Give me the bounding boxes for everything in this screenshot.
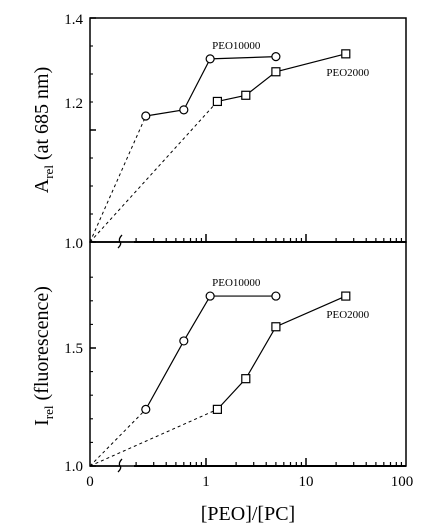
bottom-series-peo10000-point-0 <box>141 404 151 414</box>
bottom-ytick-label-1: 1.5 <box>64 341 83 357</box>
xtick-label-2: 10 <box>299 474 314 490</box>
bottom-series-peo2000-line <box>216 295 347 410</box>
top-series-peo10000-point-0 <box>141 111 151 121</box>
xtick-label-0: 0 <box>86 474 94 490</box>
bottom-ylabel-main: I <box>31 419 53 426</box>
bottom-series-peo10000-point-1 <box>179 336 189 346</box>
bottom-series-peo2000-point-2 <box>271 322 281 332</box>
xtick-label-3: 100 <box>391 474 414 490</box>
top-series-peo2000-label: PEO2000 <box>326 67 369 79</box>
top-ytick-label-2: 1.4 <box>64 12 83 28</box>
top-axis-break-mark <box>117 234 123 249</box>
top-ylabel: Arel (at 685 nm) <box>31 67 56 193</box>
bottom-series-peo2000-point-1 <box>241 374 251 384</box>
top-series-peo2000-origin-connector <box>89 101 218 243</box>
top-series-peo2000-line <box>217 53 346 103</box>
top-series-peo10000-label: PEO10000 <box>212 40 261 52</box>
top-ylabel-rest: (at 685 nm) <box>31 67 53 165</box>
bottom-ytick-label-0: 1.0 <box>64 459 83 475</box>
bottom-ylabel-sub: rel <box>41 405 56 419</box>
top-series-peo10000-point-2 <box>205 54 215 64</box>
top-series-peo2000-point-0 <box>212 96 222 107</box>
top-series-peo2000-point-1 <box>241 90 251 100</box>
bottom-axis-break-mark <box>117 458 123 473</box>
bottom-series-peo10000-label: PEO10000 <box>212 277 261 289</box>
top-ytick-label-0: 1.0 <box>64 236 83 252</box>
top-series-peo10000-point-1 <box>179 105 189 115</box>
bottom-panel-frame <box>89 241 407 467</box>
xlabel: [PEO]/[PC] <box>201 503 295 525</box>
top-series-peo10000-line <box>145 56 276 117</box>
bottom-series-peo10000-line <box>145 295 276 410</box>
top-series-peo2000-point-2 <box>271 67 281 77</box>
top-series-peo2000-point-3 <box>341 49 351 59</box>
bottom-ylabel: Irel (fluorescence) <box>31 286 56 426</box>
bottom-series-peo10000-point-2 <box>205 291 215 301</box>
top-series-peo10000-origin-connector <box>89 115 147 243</box>
top-ytick-label-1: 1.2 <box>64 96 83 112</box>
bottom-series-peo2000-label: PEO2000 <box>326 309 369 321</box>
top-series-peo10000-point-3 <box>271 52 281 62</box>
top-ylabel-sub: rel <box>41 165 56 179</box>
chart-marks: PEO10000 PEO2000 PEO10000 PEO2000 <box>89 17 406 473</box>
xtick-label-1: 1 <box>202 474 210 490</box>
bottom-series-peo2000-point-3 <box>341 291 351 301</box>
top-ylabel-main: A <box>31 178 53 193</box>
bottom-series-peo2000-point-0 <box>212 404 222 414</box>
bottom-series-peo10000-origin-connector <box>89 409 147 467</box>
bottom-series-peo2000-origin-connector <box>89 408 218 467</box>
bottom-series-peo10000-point-3 <box>271 291 281 301</box>
bottom-ylabel-rest: (fluorescence) <box>31 286 53 405</box>
